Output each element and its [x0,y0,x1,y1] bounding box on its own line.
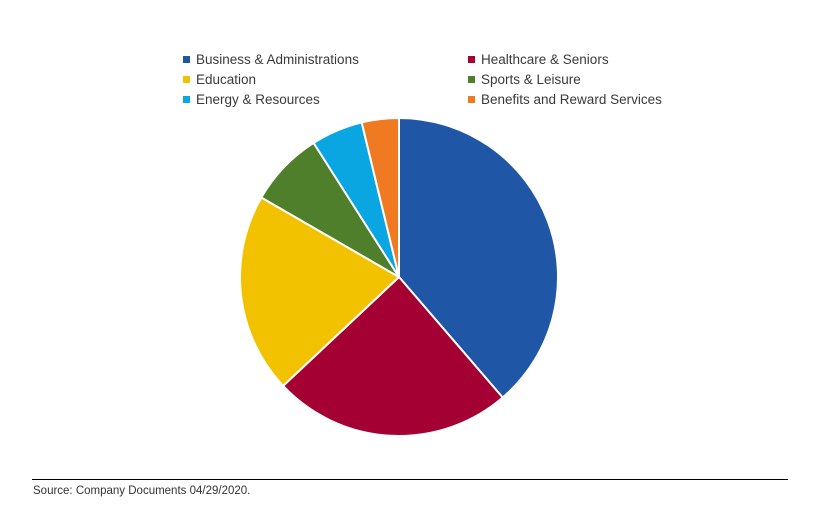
legend-label: Education [196,71,257,87]
legend-label: Energy & Resources [196,91,320,107]
legend-swatch [183,75,190,83]
legend-label: Benefits and Reward Services [481,91,662,107]
legend-item: Education [183,69,468,89]
pie-slice [239,196,400,387]
legend-item: Sports & Leisure [468,69,683,89]
legend-item: Benefits and Reward Services [468,89,683,109]
legend-item: Business & Administrations [183,49,468,69]
legend-swatch [468,75,475,83]
legend-swatch [183,95,190,103]
legend-swatch [183,55,190,63]
legend-item: Energy & Resources [183,89,468,109]
chart-legend: Business & Administrations Healthcare & … [183,49,683,109]
legend-label: Business & Administrations [196,51,359,67]
pie-slice [398,117,559,399]
legend-label: Healthcare & Seniors [481,51,609,67]
legend-label: Sports & Leisure [481,71,581,87]
legend-swatch [468,55,475,63]
pie-slice [360,117,400,278]
source-note: Source: Company Documents 04/29/2020. [33,485,251,497]
legend-swatch [468,95,475,103]
pie-slice [282,276,504,437]
divider [32,479,788,480]
legend-item: Healthcare & Seniors [468,49,683,69]
